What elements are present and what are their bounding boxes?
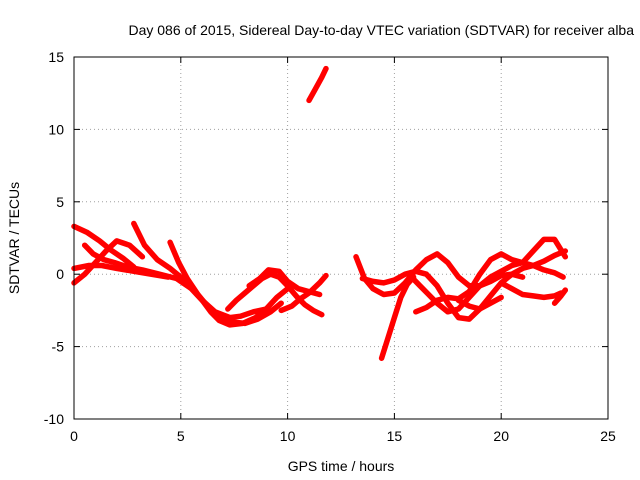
x-tick-label: 20 [493, 428, 509, 444]
series-line-track-4 [81, 242, 269, 321]
plot-frame [73, 56, 609, 420]
series-line-track-10 [306, 65, 329, 104]
y-tick-label: 5 [56, 194, 64, 210]
x-tick-label: 15 [387, 428, 403, 444]
y-tick-label: 10 [48, 121, 64, 137]
series-line-track-1 [71, 223, 137, 270]
series-line-track-9 [278, 272, 329, 314]
x-tick-label: 5 [177, 428, 185, 444]
series-line-track-6 [167, 239, 284, 327]
series-line-track-11 [353, 251, 526, 298]
y-tick-label: -10 [44, 411, 64, 427]
series-line-track-17 [551, 287, 569, 306]
x-axis-label: GPS time / hours [288, 458, 395, 474]
series-line-track-7 [225, 271, 325, 318]
series-line-track-15 [413, 236, 569, 315]
x-tick-label: 25 [600, 428, 616, 444]
y-tick-label: 15 [48, 49, 64, 65]
series-line-track-18 [455, 294, 504, 312]
series-line-track-2 [71, 238, 146, 286]
x-tick-label: 0 [70, 428, 78, 444]
y-axis-label: SDTVAR / TECUs [6, 182, 22, 294]
series-line-track-13 [378, 274, 417, 361]
y-tick-label: 0 [56, 266, 64, 282]
series-line-track-14 [408, 259, 566, 315]
grid-lines [74, 57, 608, 419]
y-tick-label: -5 [52, 339, 65, 355]
axis-ticks: 0 5 10 15 20 25 -10 -5 0 5 10 15 [44, 49, 616, 444]
chart-title: Day 086 of 2015, Sidereal Day-to-day VTE… [128, 22, 634, 38]
series-line-track-12 [359, 248, 569, 322]
x-tick-label: 10 [280, 428, 296, 444]
data-series [71, 65, 569, 361]
series-line-track-16 [498, 280, 564, 301]
